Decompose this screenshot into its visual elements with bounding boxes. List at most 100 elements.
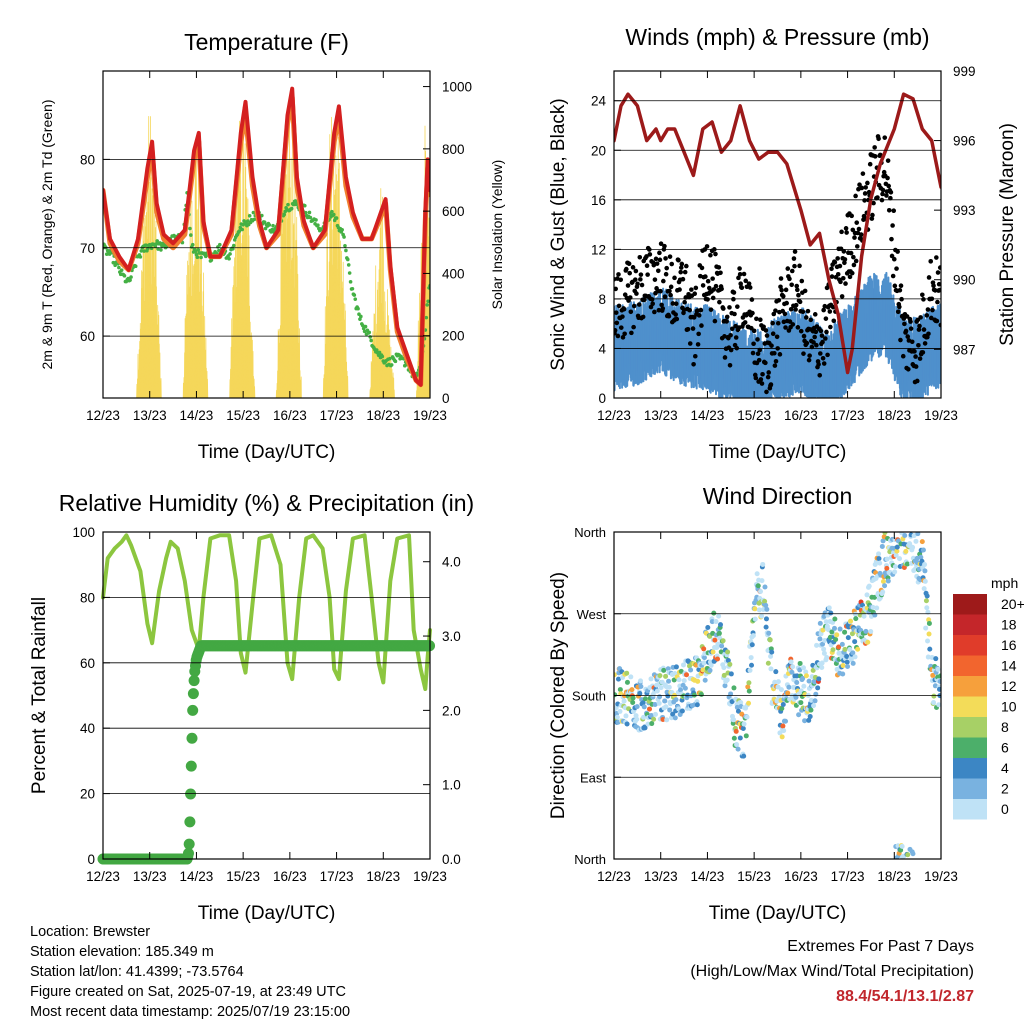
gust-point [770, 320, 775, 326]
direction-point [652, 701, 658, 707]
x-tick-label: 12/23 [86, 869, 120, 884]
gust-point [856, 226, 862, 232]
direction-point [931, 700, 937, 706]
direction-point [839, 641, 845, 647]
direction-point [666, 678, 672, 684]
gust-point [629, 330, 634, 336]
gust-point [699, 323, 704, 328]
y2-tick-label: 1.0 [442, 778, 461, 793]
rh-line [101, 533, 432, 691]
gust-point [918, 315, 923, 320]
legend-swatch [953, 737, 987, 758]
direction-point [848, 618, 854, 624]
dewpoint-point [237, 229, 242, 233]
gust-point [863, 185, 868, 190]
plot-border [102, 70, 431, 399]
x-tick-label: 14/23 [180, 408, 214, 423]
gust-point [917, 356, 923, 361]
dewpoint-point [195, 255, 200, 260]
gust-point [615, 333, 621, 339]
dewpoint-point [380, 354, 385, 359]
gust-point [638, 272, 644, 277]
gust-point [818, 328, 824, 334]
gust-point [802, 288, 808, 294]
gust-point [618, 325, 624, 330]
gust-point [673, 301, 679, 307]
direction-point [821, 650, 827, 656]
dewpoint-point [246, 219, 250, 223]
gust-point [787, 276, 792, 282]
y-tick-label: 24 [591, 94, 607, 109]
x-tick-label: 14/23 [691, 408, 725, 423]
direction-point [905, 852, 911, 858]
direction-point [658, 685, 664, 691]
gust-point [728, 347, 734, 353]
direction-point [780, 723, 786, 729]
direction-point [768, 666, 774, 672]
gust-point [718, 270, 723, 276]
direction-point [894, 548, 900, 554]
gust-point [791, 256, 797, 261]
legend-label: 18 [1001, 617, 1017, 633]
gust-point [797, 299, 803, 305]
direction-point [780, 701, 786, 707]
gust-point [639, 282, 645, 288]
gust-point [696, 331, 701, 337]
gust-point [930, 307, 935, 313]
direction-point [894, 544, 900, 550]
gust-point [871, 200, 876, 206]
gust-point [766, 370, 772, 375]
direction-point [931, 693, 937, 699]
direction-point [788, 659, 794, 665]
gust-point [829, 274, 835, 279]
y2-tick-label: 0.0 [442, 852, 461, 867]
direction-point [806, 678, 812, 684]
legend-swatch [953, 655, 987, 676]
gust-point [668, 284, 674, 290]
dewpoint-point [316, 223, 320, 228]
gust-point [847, 274, 853, 280]
gust-point [764, 389, 769, 395]
gust-point [844, 230, 849, 235]
y-axis-label-2: Percent & Total Rainfall [29, 597, 50, 794]
gust-point [785, 266, 791, 271]
direction-point [806, 717, 812, 723]
dewpoint-point [240, 227, 245, 232]
direction-point [930, 672, 936, 678]
y2-tick-label: 999 [953, 64, 976, 79]
gust-point [759, 381, 765, 386]
direction-point [808, 697, 814, 703]
gust-point [614, 328, 618, 333]
direction-point [814, 642, 820, 648]
direction-point [746, 680, 752, 686]
direction-point [716, 630, 722, 636]
gust-point [877, 152, 883, 158]
gust-point [825, 352, 830, 358]
direction-point [903, 548, 909, 554]
direction-point [785, 690, 791, 696]
direction-point [789, 669, 795, 675]
direction-point [919, 539, 925, 545]
gust-point [620, 314, 625, 319]
x-tick-label: 16/23 [273, 869, 307, 884]
direction-point [749, 662, 755, 668]
direction-point [884, 565, 890, 571]
gust-point [746, 281, 752, 286]
direction-point [745, 684, 751, 690]
gust-point [633, 277, 638, 282]
gust-point [857, 182, 862, 188]
temp-2m-line [103, 86, 430, 387]
legend-swatch [953, 696, 987, 717]
gust-point [667, 254, 673, 259]
x-tick-label: 12/23 [597, 869, 631, 884]
gust-point [829, 266, 834, 272]
direction-point [763, 602, 769, 608]
direction-point [833, 637, 839, 643]
gust-point [760, 371, 765, 377]
direction-point [641, 704, 647, 710]
gust-point [644, 254, 649, 259]
dewpoint-point [369, 338, 373, 343]
dewpoint-point [155, 239, 159, 243]
y2-tick-label: 0 [442, 391, 450, 406]
direction-point [718, 622, 724, 628]
